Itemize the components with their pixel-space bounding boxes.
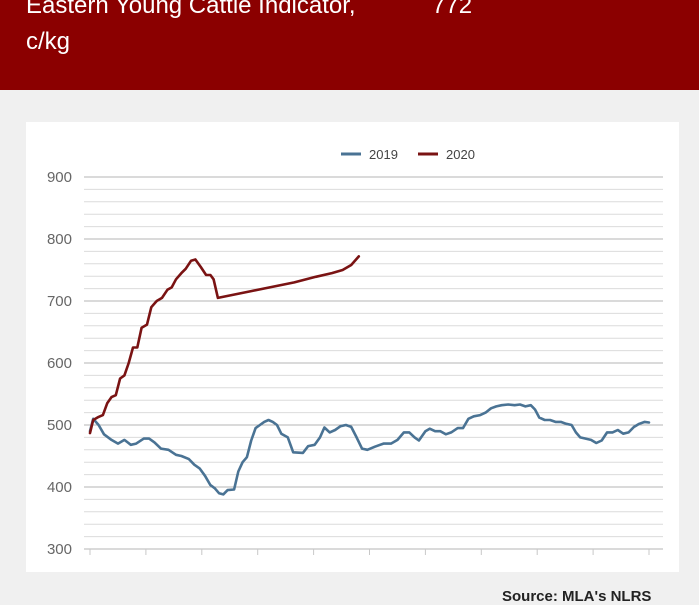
source-note: Source: MLA's NLRS — [502, 588, 652, 605]
y-tick-label: 600 — [47, 355, 72, 372]
indicator-value: 772 — [432, 0, 473, 19]
legend-label-2019: 2019 — [369, 147, 398, 162]
y-tick-label: 900 — [47, 169, 72, 186]
chart-card: 300 400 500 600 700 800 900 2019 2020 — [26, 122, 679, 572]
legend-label-2020: 2020 — [446, 147, 475, 162]
y-tick-label: 500 — [47, 417, 72, 434]
y-tick-label: 400 — [47, 479, 72, 496]
header-banner: Eastern Young Cattle Indicator, c/kg 772 — [0, 0, 699, 90]
series-line-2020 — [88, 255, 361, 435]
y-tick-label: 700 — [47, 293, 72, 310]
y-tick-label: 800 — [47, 231, 72, 248]
series-line-2019 — [88, 403, 651, 496]
y-tick-label: 300 — [47, 541, 72, 558]
indicator-title: Eastern Young Cattle Indicator, c/kg — [26, 0, 356, 55]
line-chart: 300 400 500 600 700 800 900 2019 2020 — [47, 147, 663, 558]
